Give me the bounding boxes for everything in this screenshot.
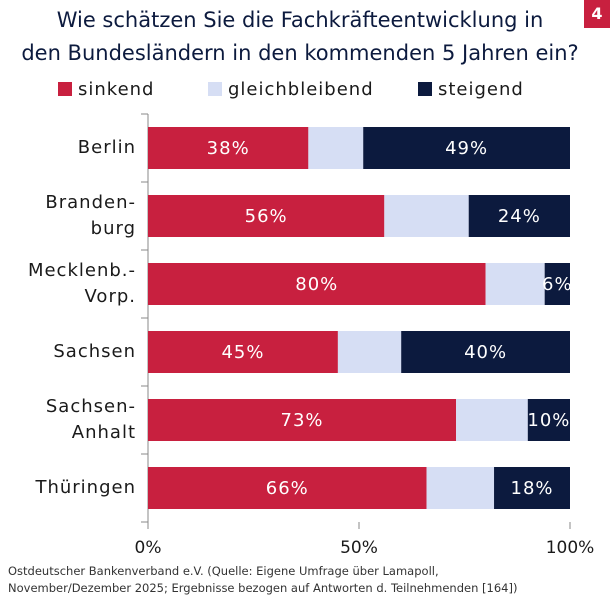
bar-segment [308, 127, 364, 169]
data-label: 66% [266, 478, 309, 499]
category-label: Branden- burg [45, 192, 136, 239]
category-label: Thüringen [35, 477, 136, 498]
legend-label: gleichbleibend [228, 79, 374, 100]
data-label: 24% [498, 206, 541, 227]
bar-segment [148, 467, 427, 509]
bar-segment [384, 195, 469, 237]
legend-swatch [208, 82, 222, 96]
data-label: 6% [542, 274, 573, 295]
bar-segment [148, 127, 309, 169]
bar-segment [485, 263, 545, 305]
bar-segment [337, 331, 402, 373]
data-label: 73% [281, 410, 324, 431]
bar-segment [544, 263, 570, 305]
legend-swatch [58, 82, 72, 96]
bar-segment [527, 399, 570, 441]
x-tick-label: 0% [135, 538, 162, 558]
legend-swatch [418, 82, 432, 96]
x-tick-label: 50% [340, 538, 378, 558]
bar-segment [148, 399, 457, 441]
bar-segment [363, 127, 570, 169]
page-number: 4 [584, 0, 610, 28]
category-label: Mecklenb.- Vorp. [27, 260, 136, 307]
data-label: 45% [221, 342, 264, 363]
data-label: 18% [511, 478, 554, 499]
bar-segment [148, 263, 486, 305]
data-label: 80% [295, 274, 338, 295]
data-label: 49% [445, 138, 488, 159]
bar-segment [468, 195, 570, 237]
x-tick-label: 100% [546, 538, 595, 558]
data-label: 38% [207, 138, 250, 159]
bar-segment [494, 467, 570, 509]
bar-segment [456, 399, 528, 441]
bar-segment [148, 331, 338, 373]
bar-segment [401, 331, 570, 373]
data-label: 10% [527, 410, 570, 431]
legend-label: sinkend [78, 79, 154, 100]
chart-title: Wie schätzen Sie die Fachkräfteentwicklu… [21, 8, 579, 65]
bar-segment [148, 195, 385, 237]
category-label: Sachsen- Anhalt [45, 396, 136, 443]
data-label: 40% [464, 342, 507, 363]
legend-label: steigend [438, 79, 524, 100]
source: Ostdeutscher Bankenverband e.V. (Quelle:… [8, 564, 518, 595]
category-label: Sachsen [53, 341, 136, 362]
data-label: 56% [245, 206, 288, 227]
category-label: Berlin [77, 137, 136, 158]
bar-segment [426, 467, 495, 509]
